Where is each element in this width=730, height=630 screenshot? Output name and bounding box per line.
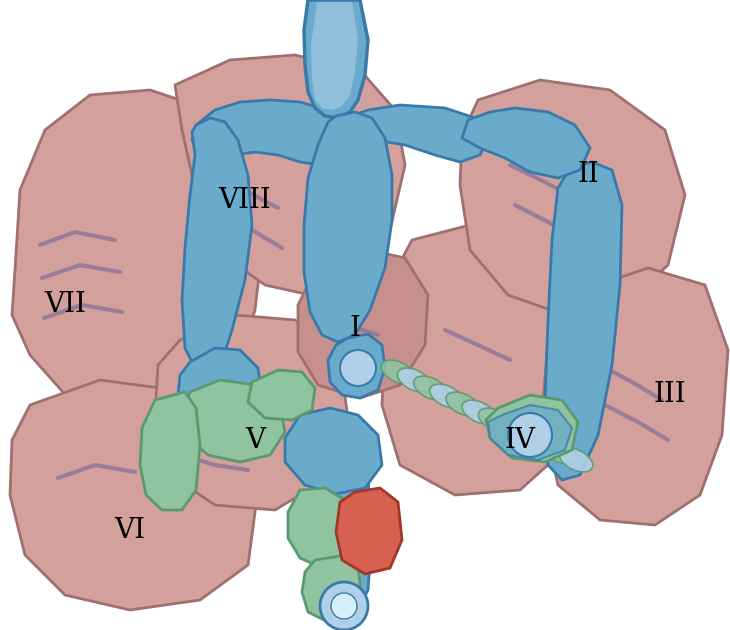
Ellipse shape — [478, 408, 512, 432]
Polygon shape — [182, 118, 252, 375]
Polygon shape — [488, 405, 572, 460]
Polygon shape — [304, 112, 392, 342]
Polygon shape — [382, 225, 588, 495]
Polygon shape — [288, 488, 350, 568]
Polygon shape — [311, 2, 358, 110]
Polygon shape — [542, 268, 728, 525]
Text: VI: VI — [115, 517, 145, 544]
Polygon shape — [175, 55, 405, 295]
Polygon shape — [545, 162, 622, 480]
Polygon shape — [10, 380, 258, 610]
Circle shape — [331, 593, 357, 619]
Text: III: III — [653, 382, 686, 408]
Polygon shape — [304, 0, 368, 118]
Polygon shape — [192, 100, 490, 165]
Polygon shape — [462, 108, 590, 178]
Polygon shape — [302, 556, 362, 622]
Text: VIII: VIII — [218, 186, 272, 214]
Text: IV: IV — [504, 427, 536, 454]
Polygon shape — [178, 348, 262, 428]
Ellipse shape — [511, 424, 545, 448]
Polygon shape — [318, 438, 372, 612]
Circle shape — [340, 350, 376, 386]
Circle shape — [508, 413, 552, 457]
Text: II: II — [577, 161, 599, 188]
Polygon shape — [12, 90, 265, 420]
Polygon shape — [155, 315, 348, 510]
Polygon shape — [336, 488, 402, 574]
Polygon shape — [248, 370, 315, 420]
Ellipse shape — [462, 400, 496, 424]
Ellipse shape — [543, 440, 577, 464]
Ellipse shape — [430, 384, 464, 408]
Polygon shape — [182, 380, 285, 462]
Polygon shape — [298, 248, 428, 398]
Polygon shape — [460, 80, 685, 315]
Ellipse shape — [381, 360, 415, 384]
Ellipse shape — [446, 392, 480, 416]
Ellipse shape — [494, 416, 528, 440]
Text: I: I — [350, 314, 361, 341]
Ellipse shape — [414, 376, 447, 400]
Ellipse shape — [527, 432, 561, 456]
Circle shape — [320, 582, 368, 630]
Polygon shape — [486, 395, 578, 462]
Ellipse shape — [559, 448, 593, 472]
Polygon shape — [140, 392, 200, 510]
Polygon shape — [285, 408, 382, 494]
Ellipse shape — [397, 368, 431, 392]
Polygon shape — [328, 334, 385, 398]
Text: VII: VII — [44, 292, 86, 319]
Text: V: V — [245, 427, 265, 454]
